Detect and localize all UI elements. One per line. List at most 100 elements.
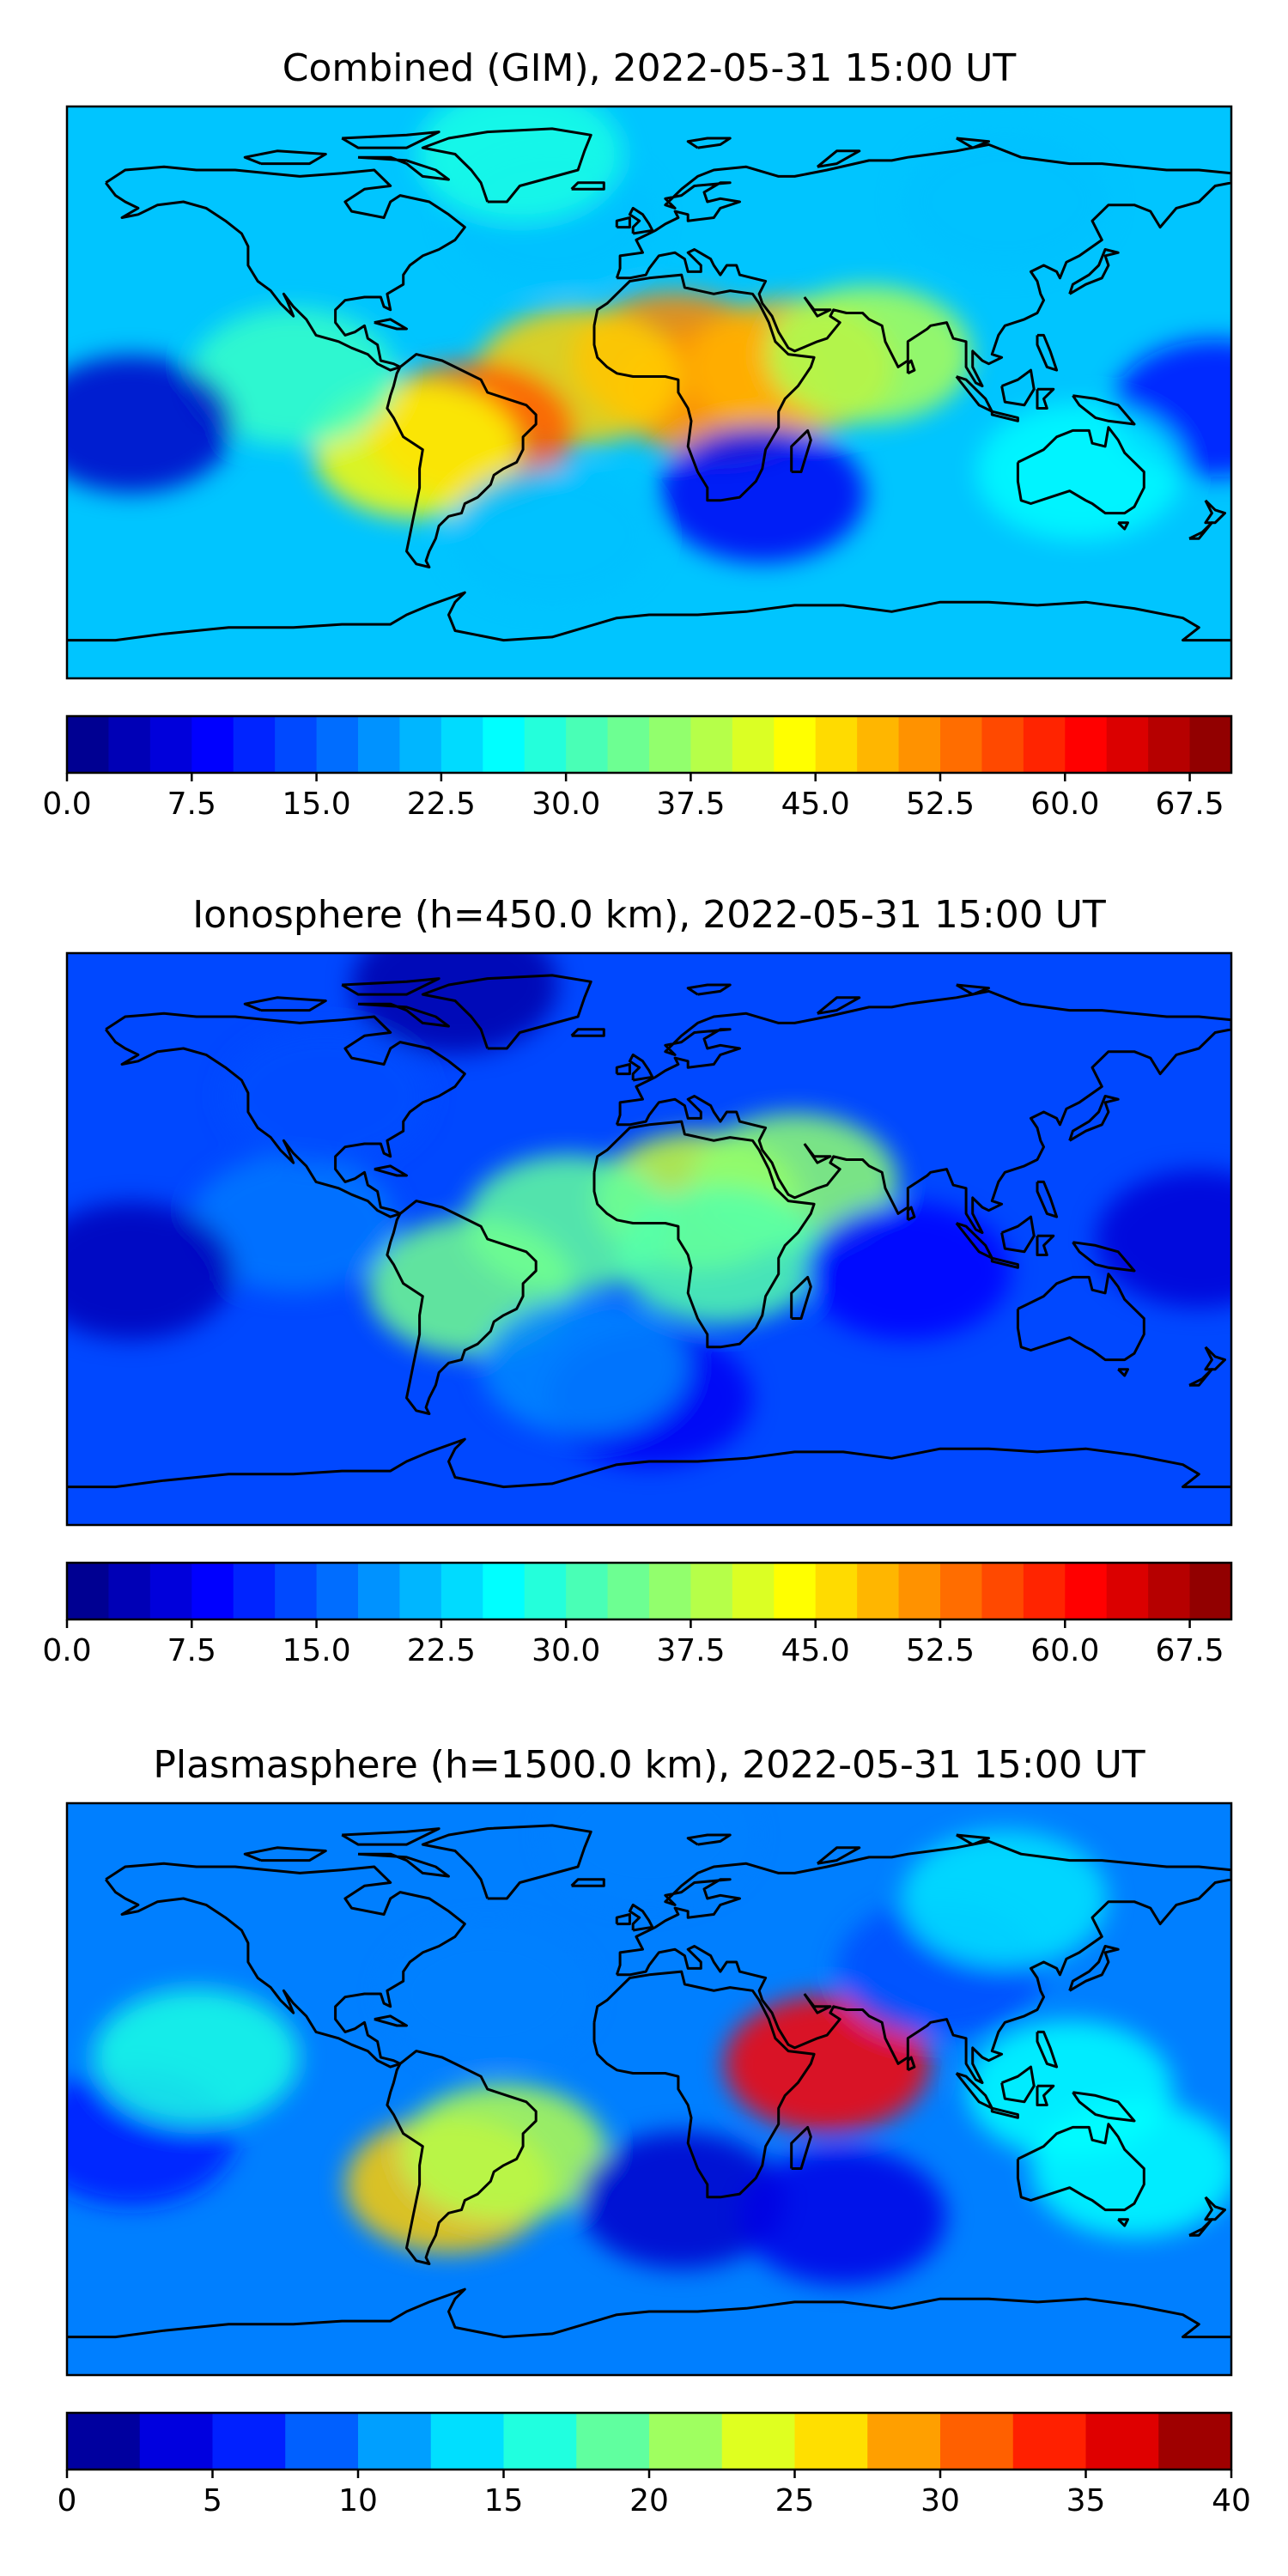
field-blob [190,307,397,446]
coastline [1188,1368,1213,1387]
coastline [955,375,993,413]
field-blobs [67,953,1231,1467]
colorbar-segment [1189,1563,1232,1619]
coastline [955,2072,993,2110]
colorbar-segment [940,2413,1014,2470]
field-blob [384,1925,591,2063]
coastline [956,1833,990,1846]
coastline [1204,1346,1226,1371]
field-blob [1031,2099,1231,2238]
coastline [1000,368,1036,407]
coastline [592,273,816,502]
colorbar-tick-label: 45.0 [781,1633,850,1668]
coastline [615,216,631,229]
coastline [1068,248,1120,295]
coastline [1072,1241,1136,1273]
colorbar-tick-label: 30.0 [532,787,600,822]
colorbar-tick-label: 37.5 [656,787,725,822]
colorbar-segment [1085,2413,1159,2470]
coastline [67,591,1231,642]
colorbar-tick-label: 30.0 [532,1633,600,1668]
colorbar-tick-label: 52.5 [906,1633,975,1668]
colorbar: 0 5 10 15 20 25 30 35 40 [58,2411,1251,2518]
colorbar-segment [981,716,1024,773]
coastline [1036,333,1059,372]
coastline [1204,499,1226,525]
panel-combined: Combined (GIM), 2022-05-31 15:00 UT 0.0 7… [42,46,1233,822]
colorbar-segment [191,716,234,773]
coastline [1117,1368,1129,1377]
colorbar-segment [815,1563,858,1619]
colorbar-tick-label: 40 [1212,2483,1251,2518]
colorbar-segment [940,716,983,773]
coastline [906,1206,916,1222]
colorbar-segment [1148,1563,1191,1619]
coastline [1117,521,1129,531]
coastline [374,2014,408,2027]
coastline [592,1970,816,2199]
colorbar-segment [1106,1563,1149,1619]
colorbar-tick-label: 45.0 [781,787,850,822]
field-blob [67,1202,235,1340]
colorbar-segment [483,716,526,773]
colorbar-segment [690,1563,733,1619]
coastline [341,977,440,996]
field-blob [1096,1170,1231,1308]
panel-title: Combined (GIM), 2022-05-31 15:00 UT [283,46,1017,90]
colorbar-segment [566,1563,609,1619]
colorbar-segment [794,2413,868,2470]
colorbar-tick-label: 60.0 [1030,1633,1099,1668]
coastline [1072,394,1136,426]
coastline [570,1028,605,1037]
colorbar-segment [108,1563,151,1619]
coastline [357,1002,450,1028]
coastline [615,1839,1231,2085]
colorbar-frame [65,1561,1233,1621]
coastline [341,131,440,149]
colorbar-segment [898,716,941,773]
field-blob [617,1186,823,1324]
colorbar-segment [524,716,567,773]
coastline [243,149,327,166]
coastline [67,1437,1231,1489]
panel-ionosphere: Ionosphere (h=450.0 km), 2022-05-31 15:0… [42,893,1233,1668]
field-blob [740,2148,946,2285]
field-blobs [67,1803,1231,2285]
coastline [628,1903,654,1932]
colorbar-segment [149,716,192,773]
colorbar-segment [233,1563,276,1619]
map-area [67,953,1231,1525]
coastline [816,996,861,1015]
colorbar-segment [649,2413,723,2470]
coastline [955,1222,993,1260]
coastline [386,353,538,568]
colorbar-segment [483,1563,526,1619]
coastline [790,428,812,473]
colorbar-segment [1023,1563,1066,1619]
colorbar-segment [67,1563,110,1619]
coastline [990,2106,1019,2119]
colorbar-segment [857,1563,900,1619]
colorbar-tick-label: 67.5 [1155,1633,1224,1668]
coastline [1036,1180,1059,1218]
map-area [67,106,1231,678]
coastline [628,206,654,235]
coastline [1188,521,1213,540]
colorbar-segment [212,2413,286,2470]
coastline [956,983,990,996]
field-blob [449,466,655,605]
panel-plasmasphere: Plasmasphere (h=1500.0 km), 2022-05-31 1… [58,1743,1251,2518]
coastline [1000,2065,1036,2104]
colorbar-segment [774,716,817,773]
map-frame [65,951,1233,1527]
coastline [790,1275,812,1320]
colorbar-segment [732,716,775,773]
colorbar-tick-label: 0.0 [42,787,91,822]
colorbar-segment [1158,2413,1232,2470]
coastline [1068,1095,1120,1142]
coastline [803,1143,832,1164]
colorbar-segment [524,1563,567,1619]
colorbar-segment [285,2413,359,2470]
coastline [374,1164,408,1177]
colorbar-segment [721,2413,796,2470]
